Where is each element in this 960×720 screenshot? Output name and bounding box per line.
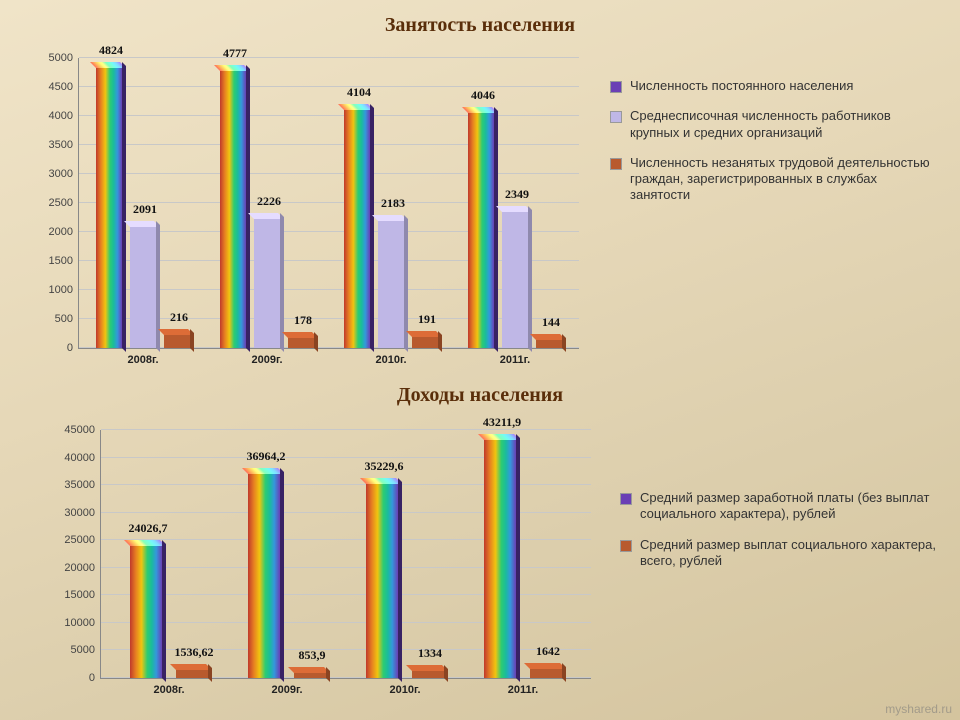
gridline [79, 173, 579, 174]
bar [502, 212, 528, 348]
legend-swatch [620, 493, 632, 505]
title-income: Доходы населения [0, 384, 960, 407]
legend-item: Численность незанятых трудовой деятельно… [610, 155, 940, 204]
y-tick-label: 35000 [64, 479, 101, 491]
title-employment: Занятость населения [0, 14, 960, 37]
gridline [79, 86, 579, 87]
x-tick-label: 2010г. [375, 348, 406, 366]
data-label: 36964,2 [247, 449, 286, 464]
data-label: 2091 [133, 202, 157, 217]
data-label: 43211,9 [483, 415, 521, 430]
plot-area: 0500010000150002000025000300003500040000… [100, 430, 591, 679]
x-tick-label: 2010г. [389, 678, 420, 696]
bar [294, 673, 326, 678]
bar [412, 337, 438, 348]
bar [378, 221, 404, 348]
data-label: 216 [170, 310, 188, 325]
legend-swatch [610, 158, 622, 170]
y-tick-label: 0 [67, 342, 79, 354]
y-tick-label: 20000 [64, 562, 101, 574]
y-tick-label: 15000 [64, 589, 101, 601]
y-tick-label: 1000 [49, 284, 79, 296]
legend-label: Численность постоянного населения [630, 78, 853, 94]
bar [536, 340, 562, 348]
data-label: 4046 [471, 88, 495, 103]
y-tick-label: 25000 [64, 534, 101, 546]
bar [130, 546, 162, 678]
y-tick-label: 3000 [49, 168, 79, 180]
data-label: 2349 [505, 187, 529, 202]
gridline [79, 115, 579, 116]
bar [530, 669, 562, 678]
data-label: 853,9 [299, 648, 326, 663]
y-tick-label: 5000 [49, 52, 79, 64]
data-label: 1334 [418, 646, 442, 661]
x-tick-label: 2011г. [500, 348, 530, 366]
legend-item: Средний размер заработной платы (без вып… [620, 490, 940, 523]
bar [96, 68, 122, 348]
bar [412, 671, 444, 678]
y-tick-label: 500 [55, 313, 79, 325]
data-label: 144 [542, 315, 560, 330]
x-tick-label: 2009г. [251, 348, 282, 366]
x-tick-label: 2008г. [127, 348, 158, 366]
legend-swatch [610, 81, 622, 93]
bar [248, 474, 280, 678]
y-tick-label: 40000 [64, 452, 101, 464]
legend-label: Численность незанятых трудовой деятельно… [630, 155, 940, 204]
data-label: 35229,6 [365, 459, 404, 474]
legend-item: Численность постоянного населения [610, 78, 940, 94]
y-tick-label: 30000 [64, 507, 101, 519]
y-tick-label: 3500 [49, 139, 79, 151]
legend-item: Среднесписочная численность работников к… [610, 108, 940, 141]
bar [468, 113, 494, 348]
legend-swatch [620, 540, 632, 552]
data-label: 1642 [536, 644, 560, 659]
data-label: 2226 [257, 194, 281, 209]
x-tick-label: 2011г. [508, 678, 538, 696]
y-tick-label: 2000 [49, 226, 79, 238]
bar [220, 71, 246, 348]
data-label: 4104 [347, 85, 371, 100]
data-label: 1536,62 [175, 645, 214, 660]
bar [484, 440, 516, 678]
gridline [79, 144, 579, 145]
legend: Численность постоянного населения Среднес… [610, 78, 940, 218]
bar [344, 110, 370, 348]
bar [164, 335, 190, 348]
data-label: 2183 [381, 196, 405, 211]
bar [288, 338, 314, 348]
y-tick-label: 4500 [49, 81, 79, 93]
legend-label: Среднесписочная численность работников к… [630, 108, 940, 141]
watermark: myshared.ru [885, 702, 952, 716]
x-tick-label: 2009г. [271, 678, 302, 696]
legend-label: Средний размер заработной платы (без вып… [640, 490, 940, 523]
gridline [79, 57, 579, 58]
legend-swatch [610, 111, 622, 123]
legend-item: Средний размер выплат социального характ… [620, 537, 940, 570]
y-tick-label: 5000 [71, 644, 101, 656]
y-tick-label: 2500 [49, 197, 79, 209]
data-label: 4777 [223, 46, 247, 61]
data-label: 4824 [99, 43, 123, 58]
bar [366, 484, 398, 678]
data-label: 191 [418, 312, 436, 327]
data-label: 178 [294, 313, 312, 328]
y-tick-label: 0 [89, 672, 101, 684]
y-tick-label: 1500 [49, 255, 79, 267]
bar [176, 670, 208, 678]
x-tick-label: 2008г. [153, 678, 184, 696]
bar [130, 227, 156, 348]
plot-area: 0500100015002000250030003500400045005000… [78, 58, 579, 349]
data-label: 24026,7 [129, 521, 168, 536]
y-tick-label: 4000 [49, 110, 79, 122]
y-tick-label: 45000 [64, 424, 101, 436]
bar [254, 219, 280, 348]
y-tick-label: 10000 [64, 617, 101, 629]
legend: Средний размер заработной платы (без вып… [620, 490, 940, 583]
legend-label: Средний размер выплат социального характ… [640, 537, 940, 570]
